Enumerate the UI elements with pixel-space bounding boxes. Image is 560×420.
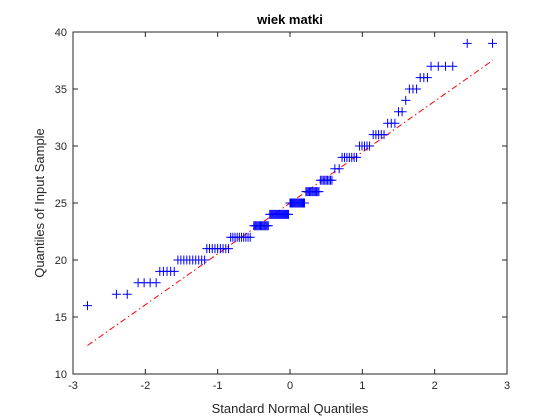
x-tick-label: 2 xyxy=(432,380,438,392)
data-point xyxy=(401,95,411,105)
y-tick-label: 15 xyxy=(55,312,67,324)
data-point xyxy=(299,198,309,208)
data-layer xyxy=(82,38,498,346)
chart-title: wiek matki xyxy=(256,12,323,27)
data-point xyxy=(412,84,422,94)
x-tick-label: 0 xyxy=(287,380,293,392)
y-tick-label: 20 xyxy=(55,255,67,267)
x-tick-label: -3 xyxy=(68,380,78,392)
data-point xyxy=(488,38,498,48)
data-point xyxy=(448,61,458,71)
data-point xyxy=(352,152,362,162)
data-point xyxy=(284,209,294,219)
y-axis-label: Quantiles of Input Sample xyxy=(32,128,47,278)
data-point xyxy=(169,266,179,276)
data-point xyxy=(122,289,132,299)
data-point xyxy=(111,289,121,299)
data-point xyxy=(334,164,344,174)
x-tick-label: 3 xyxy=(504,380,510,392)
data-point xyxy=(200,255,210,265)
x-tick-label: -1 xyxy=(213,380,223,392)
y-tick-label: 25 xyxy=(55,198,67,210)
data-point xyxy=(224,244,234,254)
axes-layer: -3 -2 -1 0 1 2 3 10 15 20 25 30 35 40 xyxy=(55,27,510,392)
y-tick-label: 30 xyxy=(55,141,67,153)
y-tick-label: 40 xyxy=(55,27,67,39)
data-point xyxy=(379,130,389,140)
data-point xyxy=(422,73,432,83)
data-point xyxy=(314,187,324,197)
data-point xyxy=(390,118,400,128)
x-tick-label: 1 xyxy=(359,380,365,392)
x-axis-label: Standard Normal Quantiles xyxy=(212,401,369,416)
y-tick-label: 35 xyxy=(55,84,67,96)
y-tick-label: 10 xyxy=(55,369,67,381)
data-point xyxy=(327,175,337,185)
data-point xyxy=(82,301,92,311)
data-point xyxy=(397,107,407,117)
data-point xyxy=(462,38,472,48)
data-point xyxy=(151,278,161,288)
x-tick-label: -2 xyxy=(140,380,150,392)
data-point xyxy=(365,141,375,151)
data-point xyxy=(263,221,273,231)
data-point xyxy=(245,232,255,242)
